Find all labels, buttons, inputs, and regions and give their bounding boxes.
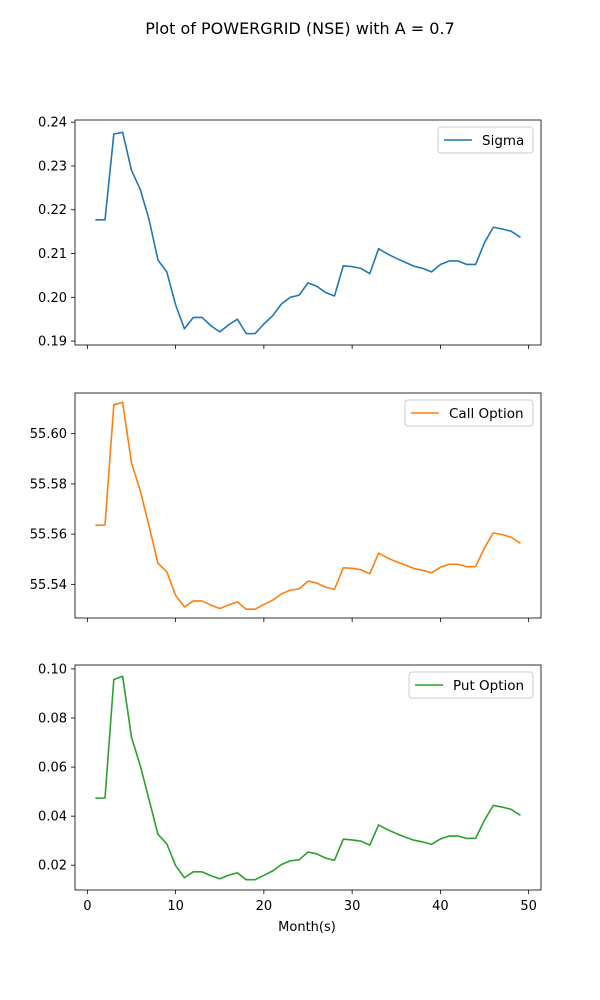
put-option-legend-box <box>408 671 534 699</box>
sigma-y-tick-label: 0.24 <box>38 116 67 131</box>
sigma-y-tick-label: 0.22 <box>38 203 67 218</box>
sigma-y-tick-label: 0.20 <box>38 291 67 306</box>
call-option-axes-frame <box>74 392 542 619</box>
put-option-legend-label: Put Option <box>453 678 524 694</box>
sigma-subplot: 0.19 0.20 0.21 0.22 0.23 0.24 Sigma <box>38 116 542 350</box>
put-option-legend: Put Option <box>408 671 534 699</box>
call-option-series-line <box>95 401 521 611</box>
sigma-legend-label: Sigma <box>482 133 524 149</box>
put-option-x-tick-label: 0 <box>83 899 91 914</box>
call-option-legend-label: Call Option <box>449 406 524 422</box>
put-option-y-tick-label: 0.06 <box>38 761 67 776</box>
put-option-y-tick-label: 0.02 <box>38 859 67 874</box>
call-option-y-tick-label: 55.56 <box>30 528 67 543</box>
sigma-y-tick-label: 0.23 <box>38 159 67 174</box>
call-option-legend: Call Option <box>404 399 534 427</box>
put-option-x-tick-label: 40 <box>432 899 449 914</box>
call-option-y-tick-label: 55.60 <box>30 427 67 442</box>
put-option-axes-frame <box>74 664 542 891</box>
sigma-y-tick-label: 0.21 <box>38 247 67 262</box>
put-option-series-line <box>95 675 521 881</box>
put-option-x-tick-label: 10 <box>167 899 184 914</box>
put-option-subplot: 0 10 20 30 40 50 0.02 0.04 0.06 0.08 0.10 Put Optio… <box>38 662 542 914</box>
sigma-legend: Sigma <box>437 126 534 154</box>
sigma-series-line <box>95 131 521 335</box>
put-option-y-tick-label: 0.04 <box>38 810 67 825</box>
put-option-x-tick-label: 50 <box>520 899 537 914</box>
sigma-y-tick-label: 0.19 <box>38 335 67 350</box>
figure-title: Plot of POWERGRID (NSE) with A = 0.7 <box>145 19 454 38</box>
sigma-axes-frame <box>74 119 542 346</box>
call-option-y-tick-label: 55.54 <box>30 578 67 593</box>
sigma-legend-box <box>437 126 534 154</box>
call-option-subplot: 55.54 55.56 55.58 55.60 Call Option <box>30 392 542 622</box>
call-option-legend-box <box>404 399 534 427</box>
call-option-y-tick-label: 55.58 <box>30 477 67 492</box>
put-option-x-tick-label: 30 <box>344 899 361 914</box>
put-option-y-tick-label: 0.08 <box>38 711 67 726</box>
put-option-y-tick-label: 0.10 <box>38 662 67 677</box>
x-axis-label: Month(s) <box>278 920 336 935</box>
put-option-x-tick-label: 20 <box>256 899 273 914</box>
